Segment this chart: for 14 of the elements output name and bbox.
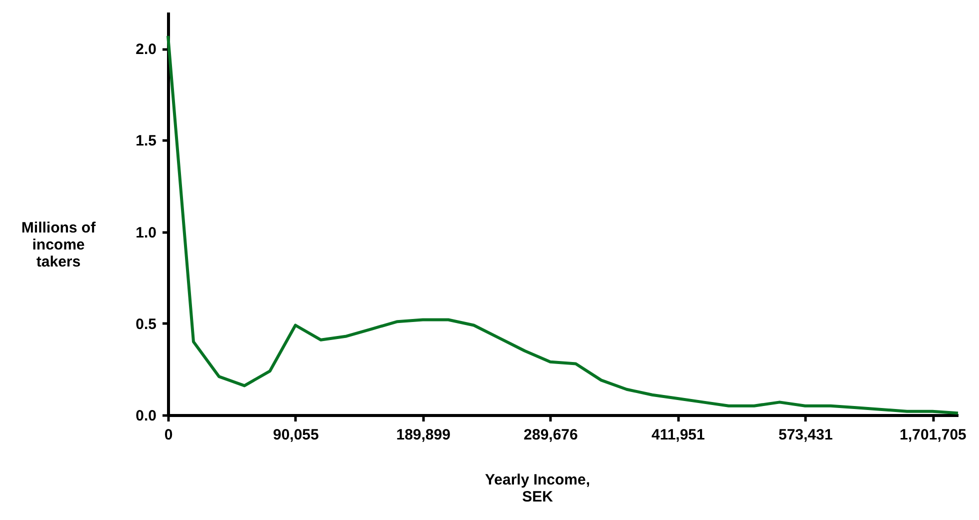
- y-axis-title: Millions of income takers: [21, 220, 97, 270]
- y-tick-label: 1.5: [136, 132, 156, 150]
- y-tick-label: 2.0: [136, 41, 156, 58]
- y-tick-label: 0.0: [136, 408, 156, 424]
- y-tick-label: 0.5: [136, 316, 156, 333]
- x-tick-label: 189,899: [396, 426, 450, 444]
- x-tick-label: 1,701,705: [900, 426, 966, 444]
- y-tick-label: 1.0: [136, 224, 156, 242]
- x-tick-label: 411,951: [651, 426, 705, 444]
- x-tick-label: 90,055: [272, 426, 319, 444]
- x-tick-label: 289,676: [524, 426, 578, 444]
- x-axis-title: Yearly Income, SEK: [484, 472, 590, 506]
- x-tick-label: 0: [164, 426, 173, 444]
- x-tick-label: 573,431: [778, 426, 833, 444]
